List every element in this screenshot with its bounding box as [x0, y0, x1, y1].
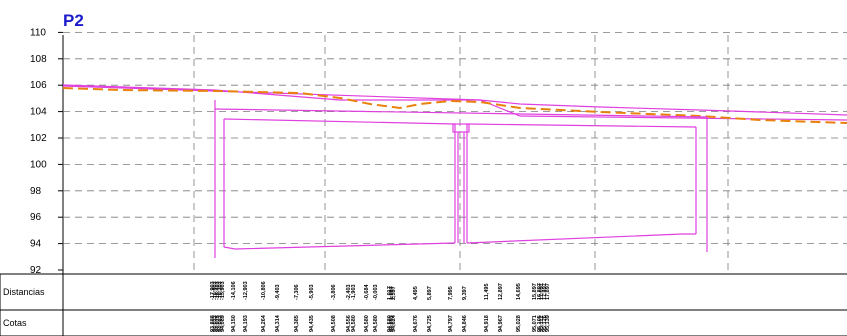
distancia-value: 12,897 [498, 283, 504, 300]
cota-value: 94,508 [331, 315, 337, 332]
cota-value: 94,150 [231, 315, 237, 332]
cota-value: 94,083 [218, 315, 224, 332]
distancia-value: -7,306 [294, 284, 300, 300]
cota-value: 94,193 [243, 315, 249, 332]
cota-value: 94,385 [294, 315, 300, 332]
cota-value: 94,918 [484, 315, 490, 332]
distancia-value: -3,806 [331, 284, 337, 300]
cota-value: 94,967 [498, 315, 504, 332]
distancia-value: 17,497 [542, 283, 548, 300]
cota-value: 94,580 [351, 315, 357, 332]
road-surface-line [62, 85, 847, 121]
y-tick-label: 100 [30, 159, 47, 170]
y-tick-label: 110 [30, 27, 46, 38]
y-tick-label: 104 [30, 107, 47, 118]
cota-value: 95,112 [539, 315, 545, 332]
cota-value: 94,580 [373, 315, 379, 332]
cota-value: 93,888 [210, 315, 216, 332]
distancia-value: 17,097 [539, 283, 545, 300]
structure [214, 100, 708, 258]
distancia-value: -16,303 [218, 281, 224, 300]
distancia-value: -10,806 [261, 281, 267, 300]
distancias-values: -17,903-16,903-16,403-16,303-15,903 -14,1… [210, 281, 551, 300]
distancia-value: 14,695 [516, 283, 522, 300]
distancia-value: 7,995 [448, 286, 454, 300]
distancia-value: 5,897 [427, 286, 433, 300]
cota-value: 95,028 [516, 315, 522, 332]
distancia-value: -17,903 [210, 281, 216, 300]
y-tick-label: 106 [30, 80, 47, 91]
y-tick-label: 96 [30, 212, 42, 223]
distancia-value: -14,106 [231, 281, 237, 300]
distancia-value: 11,495 [484, 283, 490, 300]
distancia-value: 1,097 [389, 286, 395, 300]
distancia-value: -0,684 [364, 283, 370, 300]
distancia-value: 17,897 [545, 283, 551, 300]
cota-value: 94,624 [391, 314, 397, 332]
y-tick-label: 102 [30, 133, 47, 144]
cota-value: 94,089 [220, 315, 226, 332]
distancia-value: -5,903 [309, 284, 315, 300]
y-tick-label: 108 [30, 54, 47, 65]
cota-value: 94,556 [346, 315, 352, 332]
grid [63, 32, 847, 274]
cota-value: 94,725 [427, 315, 433, 332]
cota-value: 94,264 [261, 314, 267, 332]
distancia-value: 2,597 [391, 286, 397, 300]
cota-value: 94,435 [309, 315, 315, 332]
cota-value: 95,071 [532, 315, 538, 332]
distancia-value: 16,897 [537, 283, 543, 300]
cota-value: 94,797 [448, 315, 454, 332]
cota-value: 95,105 [537, 315, 543, 332]
cota-value: 94,593 [389, 315, 395, 332]
cota-value: 95,139 [545, 315, 551, 332]
cota-value: 94,676 [413, 315, 419, 332]
row-label-distancias: Distancias [3, 287, 45, 297]
data-table [0, 272, 847, 336]
y-tick-label: 98 [30, 186, 42, 197]
distancia-value: -2,403 [346, 284, 352, 300]
y-tick-label: 92 [30, 265, 42, 276]
cota-value: 94,023 [213, 315, 219, 332]
distancia-value: 15,897 [532, 283, 538, 300]
distancia-value: -0,003 [373, 284, 379, 300]
cota-value: 94,580 [364, 315, 370, 332]
distancia-value: -9,403 [275, 284, 281, 300]
distancia-value: -16,403 [215, 281, 221, 300]
distancia-value: 1,017 [387, 286, 393, 300]
proposed-ground-line [62, 87, 847, 124]
distancia-value: 4,495 [413, 286, 419, 300]
cota-value: 94,075 [215, 315, 221, 332]
y-axis-ticks: 92 94 96 98 100 102 104 106 108 110 [30, 27, 63, 276]
distancia-value: -16,903 [213, 281, 219, 300]
y-tick-label: 94 [30, 239, 42, 250]
cota-value: 94,580 [387, 315, 393, 332]
terrain-line [62, 84, 847, 116]
row-label-cotas: Cotas [3, 318, 27, 328]
cota-value: 94,846 [462, 315, 468, 332]
cota-value: 95,126 [542, 315, 548, 332]
distancia-value: -15,903 [220, 281, 226, 300]
distancia-value: -1,903 [351, 284, 357, 300]
distancia-value: -12,903 [243, 281, 249, 300]
cota-value: 94,314 [275, 314, 281, 332]
distancia-value: 9,397 [462, 286, 468, 300]
section-title: P2 [63, 11, 84, 30]
